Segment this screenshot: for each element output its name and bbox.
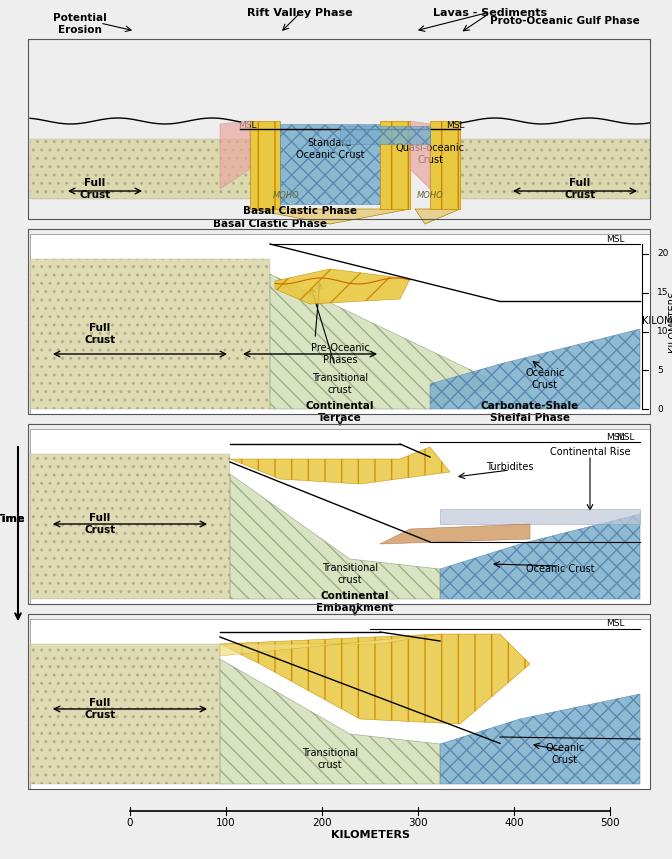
Text: Continental Rise: Continental Rise (550, 447, 630, 457)
Text: MOHO: MOHO (417, 192, 444, 200)
Text: Rift Valley Phase: Rift Valley Phase (247, 8, 353, 18)
Text: 10: 10 (657, 327, 669, 336)
Polygon shape (340, 126, 430, 144)
Text: 15: 15 (657, 289, 669, 297)
Polygon shape (440, 514, 640, 599)
Text: Carbonate-Shale
Shelfal Phase: Carbonate-Shale Shelfal Phase (481, 401, 579, 423)
Text: Time: Time (0, 514, 26, 524)
Bar (28, 614, 650, 789)
Text: MSL: MSL (607, 619, 625, 629)
Text: Basal Clastic Phase: Basal Clastic Phase (213, 219, 327, 229)
Polygon shape (440, 509, 640, 524)
Polygon shape (30, 234, 650, 414)
Text: 100: 100 (216, 818, 236, 828)
Bar (28, 229, 650, 414)
Polygon shape (430, 121, 460, 209)
Polygon shape (220, 634, 530, 724)
Text: Continental
Terrace: Continental Terrace (306, 401, 374, 423)
Text: MSL: MSL (238, 121, 256, 131)
Polygon shape (220, 121, 250, 189)
Text: Turbidites: Turbidites (487, 462, 534, 472)
Text: Oceanic
Crust: Oceanic Crust (526, 369, 564, 390)
Text: MSL: MSL (446, 121, 464, 131)
Polygon shape (270, 274, 500, 409)
Polygon shape (275, 269, 410, 304)
Text: Oceanic
Crust: Oceanic Crust (545, 743, 585, 765)
Polygon shape (230, 447, 450, 484)
Polygon shape (250, 121, 280, 209)
Polygon shape (380, 524, 530, 544)
Bar (28, 424, 650, 604)
Text: 500: 500 (600, 818, 620, 828)
Text: 20: 20 (657, 249, 669, 259)
Polygon shape (230, 474, 440, 599)
Polygon shape (440, 694, 640, 784)
Text: 400: 400 (504, 818, 523, 828)
Polygon shape (250, 209, 410, 224)
Text: Standard
Oceanic Crust: Standard Oceanic Crust (296, 138, 364, 160)
Polygon shape (30, 259, 270, 409)
Polygon shape (30, 139, 270, 199)
Text: 0: 0 (657, 405, 663, 413)
Text: Full
Crust: Full Crust (79, 178, 111, 200)
Polygon shape (30, 429, 650, 604)
Polygon shape (450, 139, 650, 199)
Polygon shape (220, 634, 440, 656)
Text: Full
Crust: Full Crust (85, 323, 116, 344)
Text: KILOMETERS: KILOMETERS (331, 830, 409, 840)
Text: Transitional
crust: Transitional crust (302, 748, 358, 770)
Text: MOHO: MOHO (273, 192, 299, 200)
Text: MSL: MSL (607, 235, 625, 243)
Text: 200: 200 (312, 818, 332, 828)
Text: Quasi-oceanic
Crust: Quasi-oceanic Crust (396, 143, 464, 165)
Text: MSL: MSL (607, 432, 625, 442)
Polygon shape (430, 329, 640, 409)
Text: Continental
Embankment: Continental Embankment (317, 591, 394, 612)
Text: Full
Crust: Full Crust (85, 513, 116, 535)
Polygon shape (380, 121, 410, 209)
Polygon shape (30, 644, 220, 784)
Text: Transitional
crust: Transitional crust (322, 564, 378, 585)
Text: Transitional
crust: Transitional crust (312, 373, 368, 395)
Polygon shape (30, 454, 230, 599)
Text: Oceanic Crust: Oceanic Crust (526, 564, 594, 574)
Text: Basal Clastic Phase: Basal Clastic Phase (243, 206, 357, 216)
Text: 5: 5 (657, 366, 663, 375)
Text: KILOMETERS: KILOMETERS (668, 290, 672, 352)
Text: Full
Crust: Full Crust (564, 178, 595, 200)
Text: 300: 300 (408, 818, 428, 828)
Text: 0: 0 (127, 818, 133, 828)
Text: Time: Time (0, 514, 26, 524)
Text: Potential
Erosion: Potential Erosion (53, 13, 107, 35)
Bar (28, 39, 650, 219)
Polygon shape (280, 124, 380, 204)
Text: KILOMETERS: KILOMETERS (642, 316, 672, 326)
Text: Full
Crust: Full Crust (85, 698, 116, 720)
Text: MSL: MSL (616, 432, 634, 442)
Polygon shape (410, 121, 430, 189)
Polygon shape (30, 619, 650, 789)
Text: Lavas - Sediments: Lavas - Sediments (433, 8, 547, 18)
Text: Pre-Oceanic
Phases: Pre-Oceanic Phases (310, 344, 370, 365)
Polygon shape (220, 659, 440, 784)
Polygon shape (415, 209, 460, 224)
Text: Proto-Oceanic Gulf Phase: Proto-Oceanic Gulf Phase (490, 16, 640, 26)
